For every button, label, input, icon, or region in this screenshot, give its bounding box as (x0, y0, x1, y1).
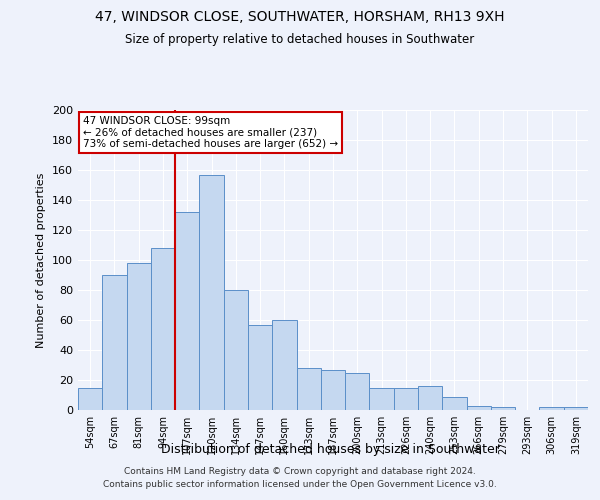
Bar (199, 174, 224, 410)
Bar (418, 386, 442, 410)
Bar (175, 212, 199, 410)
Bar (151, 248, 175, 410)
Bar (248, 324, 272, 410)
Text: Contains HM Land Registry data © Crown copyright and database right 2024.: Contains HM Land Registry data © Crown c… (124, 467, 476, 476)
Bar (370, 388, 394, 410)
Bar (394, 388, 418, 410)
Text: Distribution of detached houses by size in Southwater: Distribution of detached houses by size … (161, 442, 499, 456)
Bar (539, 407, 564, 410)
Bar (296, 368, 321, 410)
Bar (224, 290, 248, 410)
Text: 47 WINDSOR CLOSE: 99sqm
← 26% of detached houses are smaller (237)
73% of semi-d: 47 WINDSOR CLOSE: 99sqm ← 26% of detache… (83, 116, 338, 149)
Bar (491, 407, 515, 410)
Bar (345, 372, 370, 410)
Bar (127, 263, 151, 410)
Text: Size of property relative to detached houses in Southwater: Size of property relative to detached ho… (125, 32, 475, 46)
Bar (78, 388, 102, 410)
Bar (467, 406, 491, 410)
Text: 47, WINDSOR CLOSE, SOUTHWATER, HORSHAM, RH13 9XH: 47, WINDSOR CLOSE, SOUTHWATER, HORSHAM, … (95, 10, 505, 24)
Bar (321, 370, 345, 410)
Y-axis label: Number of detached properties: Number of detached properties (37, 172, 46, 348)
Bar (102, 275, 127, 410)
Bar (564, 407, 588, 410)
Text: Contains public sector information licensed under the Open Government Licence v3: Contains public sector information licen… (103, 480, 497, 489)
Bar (272, 320, 296, 410)
Bar (442, 396, 467, 410)
